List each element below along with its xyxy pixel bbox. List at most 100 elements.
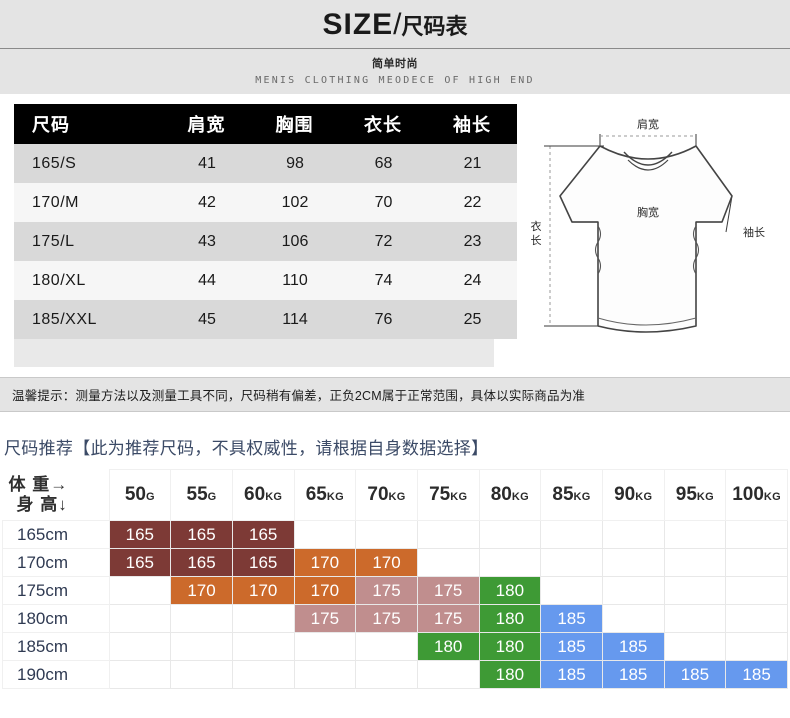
grid-size-cell: 175 bbox=[416, 604, 480, 633]
size-table-col-chest: 胸围 bbox=[251, 104, 339, 144]
grid-size-cell: 185 bbox=[540, 660, 603, 689]
grid-weight-unit: G bbox=[145, 491, 155, 503]
size-table-col-shoulder: 肩宽 bbox=[163, 104, 251, 144]
grid-empty-cell bbox=[108, 632, 172, 661]
cell-shoulder: 45 bbox=[163, 300, 251, 339]
grid-size-cell: 180 bbox=[478, 660, 542, 689]
grid-size-cell: 185 bbox=[540, 632, 603, 661]
cell-shoulder: 44 bbox=[163, 261, 251, 300]
grid-size-cell: 175 bbox=[355, 604, 418, 633]
grid-empty-cell bbox=[231, 660, 295, 689]
grid-height-header: 180cm bbox=[2, 604, 110, 633]
grid-empty-cell bbox=[108, 660, 172, 689]
grid-size-cell: 165 bbox=[231, 520, 295, 549]
grid-empty-cell bbox=[293, 632, 357, 661]
size-table-body: 165/S 41 98 68 21 170/M 42 102 70 22 bbox=[14, 144, 517, 339]
grid-axis-weight-label: 体 重→ bbox=[8, 475, 69, 495]
grid-weight-value: 65 bbox=[305, 484, 327, 505]
grid-size-cell: 185 bbox=[725, 660, 788, 689]
size-table-container: 尺码 肩宽 胸围 衣长 袖长 165/S 41 98 68 21 bbox=[14, 104, 517, 377]
grid-empty-cell bbox=[725, 632, 788, 661]
grid-size-cell: 165 bbox=[170, 548, 233, 577]
cell-size: 175/L bbox=[14, 222, 163, 261]
grid-weight-header: 65KG bbox=[293, 469, 357, 521]
cell-chest: 110 bbox=[251, 261, 339, 300]
grid-weight-value: 100 bbox=[732, 484, 764, 505]
grid-axis-height-label: 身 高↓ bbox=[16, 494, 68, 514]
grid-empty-cell bbox=[170, 660, 233, 689]
grid-weight-unit: KG bbox=[450, 491, 468, 503]
grid-size-cell: 165 bbox=[108, 520, 172, 549]
grid-weight-header: 100KG bbox=[725, 469, 788, 521]
grid-weight-unit: KG bbox=[763, 491, 782, 503]
grid-empty-cell bbox=[540, 520, 603, 549]
grid-weight-unit: KG bbox=[326, 491, 344, 503]
grid-weight-value: 80 bbox=[490, 484, 512, 505]
title-slash: / bbox=[393, 8, 402, 41]
table-row: 170/M 42 102 70 22 bbox=[14, 183, 517, 222]
grid-weight-unit: KG bbox=[635, 491, 653, 503]
cell-size: 180/XL bbox=[14, 261, 163, 300]
cell-length: 76 bbox=[339, 300, 428, 339]
grid-row: 170cm 165 165 165 170 170 bbox=[2, 548, 788, 577]
subtitle-english: MENIS CLOTHING MEODECE OF HIGH END bbox=[255, 75, 535, 86]
tshirt-measurement-diagram: 肩宽 胸宽 衣 长 袖长 bbox=[500, 104, 790, 364]
size-panel: 尺码 肩宽 胸围 衣长 袖长 165/S 41 98 68 21 bbox=[0, 94, 790, 377]
grid-weight-value: 70 bbox=[367, 484, 389, 505]
subtitle-chinese: 简单时尚 bbox=[372, 58, 418, 70]
grid-height-header: 170cm bbox=[2, 548, 110, 577]
grid-weight-unit: KG bbox=[265, 491, 283, 503]
grid-size-cell: 185 bbox=[663, 660, 727, 689]
grid-size-cell: 165 bbox=[231, 548, 295, 577]
grid-empty-cell bbox=[170, 604, 233, 633]
grid-empty-cell bbox=[416, 548, 480, 577]
cell-chest: 98 bbox=[251, 144, 339, 183]
measurement-tip-bar: 温馨提示：测量方法以及测量工具不同，尺码稍有偏差，正负2CM属于正常范围，具体以… bbox=[0, 377, 790, 412]
grid-empty-cell bbox=[231, 632, 295, 661]
grid-weight-header: 60KG bbox=[231, 469, 295, 521]
diagram-label-length-1: 衣 bbox=[531, 219, 542, 233]
grid-size-cell: 170 bbox=[170, 576, 233, 605]
grid-size-cell: 175 bbox=[355, 576, 418, 605]
size-table-header-row: 尺码 肩宽 胸围 衣长 袖长 bbox=[14, 104, 517, 144]
grid-weight-header: 75KG bbox=[416, 469, 480, 521]
cell-sleeve: 21 bbox=[428, 144, 517, 183]
grid-size-cell: 165 bbox=[170, 520, 233, 549]
cell-shoulder: 41 bbox=[163, 144, 251, 183]
grid-height-header: 190cm bbox=[2, 660, 110, 689]
grid-empty-cell bbox=[293, 660, 357, 689]
title-divider bbox=[0, 48, 790, 49]
grid-size-cell: 185 bbox=[601, 660, 665, 689]
grid-height-header: 185cm bbox=[2, 632, 110, 661]
title-size-text: SIZE bbox=[322, 8, 394, 41]
grid-weight-header: 50G bbox=[108, 469, 172, 521]
grid-weight-header: 80KG bbox=[478, 469, 542, 521]
grid-weight-value: 50 bbox=[124, 484, 146, 505]
table-row: 175/L 43 106 72 23 bbox=[14, 222, 517, 261]
title-chinese-text: 尺码表 bbox=[401, 14, 468, 39]
grid-size-cell: 180 bbox=[478, 632, 542, 661]
cell-chest: 106 bbox=[251, 222, 339, 261]
grid-size-cell: 180 bbox=[478, 604, 542, 633]
diagram-label-sleeve: 袖长 bbox=[743, 225, 765, 239]
cell-sleeve: 22 bbox=[428, 183, 517, 222]
grid-empty-cell bbox=[108, 604, 172, 633]
diagram-label-length-2: 长 bbox=[531, 234, 542, 247]
grid-size-cell: 180 bbox=[416, 632, 480, 661]
grid-corner-legend: 体 重→ 身 高↓ bbox=[2, 469, 109, 521]
grid-size-cell: 185 bbox=[601, 632, 665, 661]
grid-weight-header: 85KG bbox=[540, 469, 603, 521]
grid-row: 185cm 180 180 185 185 bbox=[2, 632, 788, 661]
grid-height-header: 165cm bbox=[2, 520, 110, 549]
grid-empty-cell bbox=[416, 660, 480, 689]
grid-empty-cell bbox=[231, 604, 295, 633]
grid-weight-unit: G bbox=[207, 491, 217, 503]
grid-empty-cell bbox=[663, 548, 727, 577]
grid-row: 180cm 175 175 175 180 185 bbox=[2, 604, 788, 633]
grid-weight-value: 90 bbox=[614, 484, 636, 505]
grid-empty-cell bbox=[601, 548, 665, 577]
grid-empty-cell bbox=[663, 520, 727, 549]
grid-empty-cell bbox=[355, 660, 418, 689]
recommendation-heading: 尺码推荐【此为推荐尺码，不具权威性，请根据自身数据选择】 bbox=[4, 439, 489, 458]
grid-size-cell: 170 bbox=[293, 576, 357, 605]
